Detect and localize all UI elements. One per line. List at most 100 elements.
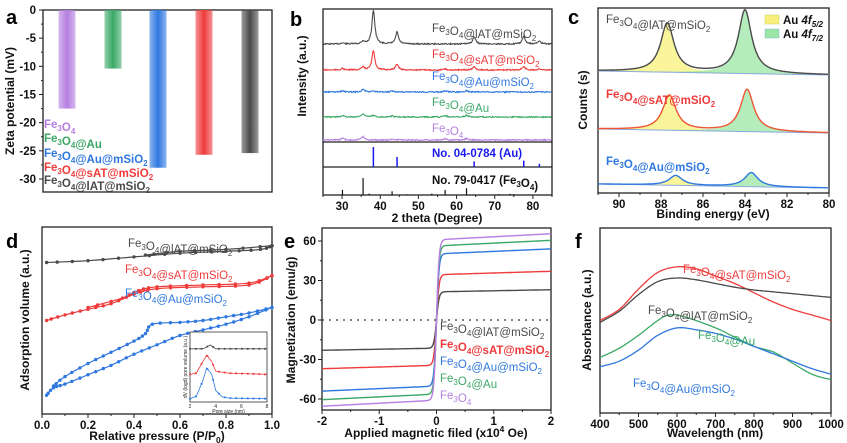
- legend-swatch-4f72: [764, 28, 780, 39]
- desorption-marker: [255, 309, 260, 313]
- adsorption-marker: [117, 360, 121, 364]
- desorption-marker: [201, 318, 205, 323]
- bar-Fe3O4@lAT@mSiO2: [241, 10, 259, 154]
- xrd-pattern-line: [322, 88, 552, 94]
- absorbance-line: [599, 314, 832, 381]
- adsorption-marker: [258, 247, 263, 252]
- y-tick-label: -5: [26, 33, 37, 45]
- adsorption-marker: [140, 349, 144, 353]
- x-axis-label: Relative pressure (P/P0): [89, 429, 224, 443]
- y-axis-label: Counts (s): [576, 70, 590, 129]
- mh-loop-line: [322, 233, 551, 407]
- desorption-marker: [232, 313, 236, 318]
- adsorption-marker: [239, 317, 243, 322]
- desorption-marker: [70, 370, 74, 375]
- inset-marker: [223, 371, 226, 374]
- inset-marker: [200, 363, 203, 365]
- adsorption-marker: [186, 331, 190, 335]
- desorption-marker: [152, 252, 156, 256]
- adsorption-marker: [124, 356, 128, 360]
- inset-marker: [223, 396, 226, 399]
- desorption-marker: [247, 281, 251, 285]
- desorption-marker: [186, 320, 190, 324]
- x-tick-label: 0.2: [80, 420, 96, 432]
- desorption-marker: [208, 248, 212, 252]
- inset-marker: [206, 367, 209, 370]
- inset-y-label: dV (logd) pore volume (a.u.): [183, 336, 189, 399]
- desorption-marker: [145, 328, 150, 332]
- adsorption-marker: [54, 384, 59, 389]
- desorption-marker: [63, 374, 67, 379]
- x-tick-label: 1000: [818, 419, 844, 431]
- panel-label-d: d: [6, 231, 18, 253]
- x-tick-label: 30: [336, 201, 349, 213]
- absorbance-line: [599, 327, 832, 375]
- inset-marker: [217, 392, 220, 395]
- baseline: [597, 128, 830, 134]
- adsorption-marker: [58, 383, 62, 388]
- series-label: Fe3O4@Au: [698, 330, 755, 348]
- inset-psd-line: [189, 354, 268, 375]
- inset-marker: [200, 347, 203, 350]
- legend-entry: Fe3O4@sAT@mSiO2: [440, 339, 550, 359]
- adsorption-marker: [247, 315, 251, 319]
- desorption-marker: [168, 321, 173, 325]
- series-label: Fe3O4@Au: [432, 97, 489, 115]
- desorption-marker: [137, 336, 141, 341]
- series-label: Fe3O4@sAT@mSiO2: [683, 264, 791, 284]
- inset-marker: [241, 397, 243, 400]
- adsorption-marker: [116, 256, 121, 260]
- x-tick-label: 500: [629, 419, 648, 431]
- x-tick-label: 0.0: [34, 420, 50, 432]
- inset-marker: [194, 347, 197, 350]
- desorption-marker: [147, 286, 151, 290]
- desorption-marker: [158, 321, 162, 325]
- x-axis-label: Applied magnetic filed (x104 Oe): [344, 424, 527, 440]
- adsorption-marker: [216, 324, 220, 328]
- x-tick-label: -1: [374, 416, 385, 428]
- desorption-marker: [120, 296, 125, 300]
- panel-b-xrd-chart: 30 40 50 60 70 80 2 theta (Degree) Intensity (a…: [295, 8, 553, 225]
- adsorption-marker: [201, 328, 205, 332]
- x-tick-label: 0.6: [172, 420, 188, 432]
- bar-Fe3O4@Au: [104, 10, 122, 69]
- desorption-marker: [132, 339, 136, 343]
- adsorption-marker: [44, 260, 49, 265]
- panel-c-xps-chart: 90 88 86 84 82 80 Binding energy (eV) Counts (s…: [576, 7, 835, 221]
- x-tick-label: 86: [697, 199, 710, 211]
- au-4f52-peak-fill: [598, 95, 829, 133]
- panel-e-vsm-chart: -2 -1 0 1 2 Applied magnetic filed (x104 Oe) 6…: [284, 227, 554, 440]
- inset-marker: [217, 370, 220, 373]
- desorption-marker: [270, 244, 274, 248]
- adsorption-marker: [264, 246, 269, 250]
- x-tick-label: -2: [317, 416, 327, 428]
- inset-marker: [189, 373, 191, 376]
- desorption-marker: [140, 334, 145, 338]
- y-tick-label: -60: [299, 394, 316, 406]
- reference-label-fe3o4: No. 79-0417 (Fe3O4): [432, 175, 538, 193]
- adsorption-marker: [44, 318, 49, 323]
- y-tick-label: -15: [19, 90, 36, 102]
- inset-marker: [206, 355, 209, 357]
- x-tick-label: 900: [783, 419, 802, 431]
- adsorption-marker: [132, 352, 136, 356]
- desorption-marker: [125, 342, 129, 347]
- adsorption-marker: [55, 260, 59, 264]
- adsorption-marker: [101, 366, 106, 371]
- desorption-marker: [201, 283, 205, 287]
- panel-label-a: a: [6, 7, 18, 29]
- x-tick-label: 50: [412, 201, 425, 213]
- adsorption-marker: [109, 363, 113, 368]
- adsorption-marker: [178, 333, 182, 338]
- y-tick-label: -30: [299, 355, 316, 367]
- y-axis-label: Absorbance (a.u.): [580, 269, 594, 370]
- reference-label-au: No. 04-0784 (Au): [432, 148, 522, 160]
- x-tick-label: 80: [527, 201, 540, 213]
- x-tick-label: 1: [491, 416, 498, 428]
- adsorption-marker: [147, 346, 151, 350]
- inset-marker: [258, 397, 261, 400]
- desorption-marker: [132, 291, 136, 295]
- series-label: Fe3O4@lAT@mSiO2: [606, 14, 711, 34]
- adsorption-marker: [224, 322, 228, 326]
- xps-envelope-line: [597, 88, 829, 134]
